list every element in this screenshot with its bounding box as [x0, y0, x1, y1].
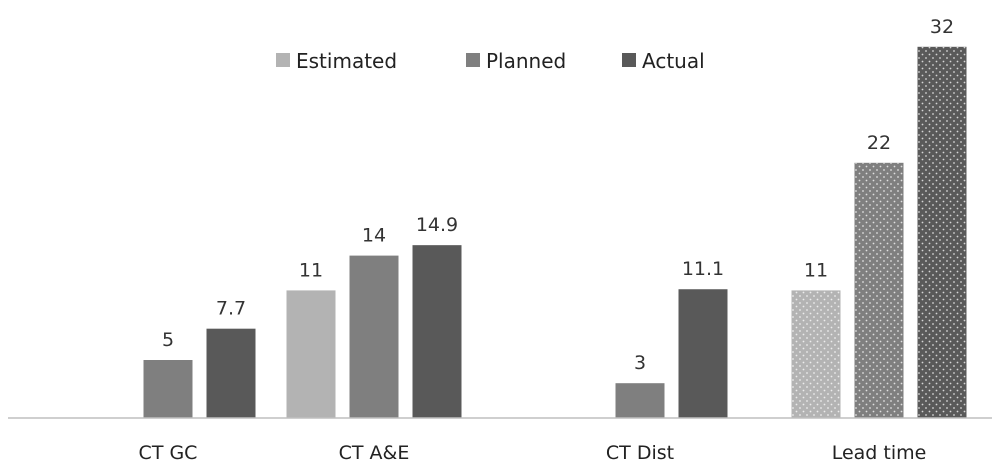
legend: Estimated Planned Actual — [276, 49, 705, 73]
data-label-lead-time-planned: 22 — [867, 132, 891, 154]
legend-item-estimated: Estimated — [276, 49, 397, 73]
data-labels-layer: 5 7.7 11 14 14.9 3 11.1 11 22 32 — [162, 16, 954, 374]
legend-swatch-actual — [622, 53, 636, 67]
legend-label-planned: Planned — [486, 49, 566, 73]
bar-pattern-lead-time-planned — [854, 162, 904, 418]
bar-ct-gc-actual — [206, 328, 256, 418]
data-label-ct-a-e-planned: 14 — [362, 225, 386, 247]
data-label-ct-a-e-actual: 14.9 — [416, 214, 458, 236]
bar-pattern-lead-time-estimated — [791, 290, 841, 418]
data-label-ct-a-e-estimated: 11 — [299, 259, 323, 281]
bar-pattern-lead-time-actual — [917, 46, 967, 419]
legend-item-planned: Planned — [466, 49, 566, 73]
legend-swatch-estimated — [276, 53, 290, 67]
data-label-ct-gc-planned: 5 — [162, 329, 174, 351]
category-label-lead-time: Lead time — [832, 442, 927, 464]
category-label-ct-dist: CT Dist — [606, 442, 674, 464]
data-label-ct-gc-actual: 7.7 — [216, 298, 246, 320]
bar-ct-gc-planned — [143, 360, 193, 418]
legend-label-estimated: Estimated — [296, 49, 397, 73]
bar-ct-a-e-actual — [412, 245, 462, 418]
bar-ct-a-e-estimated — [286, 290, 336, 418]
data-label-ct-dist-actual: 11.1 — [682, 258, 724, 280]
x-axis-categories: CT GC CT A&E CT Dist Lead time — [139, 442, 927, 464]
legend-swatch-planned — [466, 53, 480, 67]
data-label-lead-time-actual: 32 — [930, 16, 954, 38]
data-label-ct-dist-planned: 3 — [634, 352, 646, 374]
bar-ct-dist-planned — [615, 383, 665, 418]
bar-ct-a-e-planned — [349, 255, 399, 418]
legend-label-actual: Actual — [642, 49, 705, 73]
category-label-ct-a-e: CT A&E — [339, 442, 410, 464]
data-label-lead-time-estimated: 11 — [804, 259, 828, 281]
legend-item-actual: Actual — [622, 49, 705, 73]
bar-ct-dist-actual — [678, 289, 728, 418]
category-label-ct-gc: CT GC — [139, 442, 198, 464]
bars-layer — [143, 46, 967, 419]
